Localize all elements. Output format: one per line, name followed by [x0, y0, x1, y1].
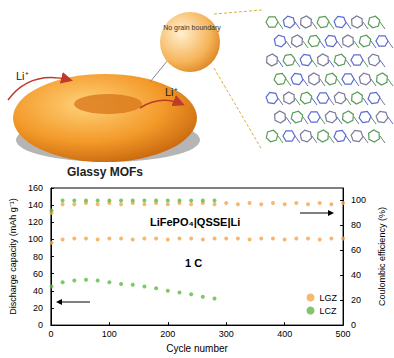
- svg-text:20: 20: [351, 295, 361, 305]
- svg-text:160: 160: [28, 183, 43, 193]
- svg-text:100: 100: [351, 195, 366, 205]
- svg-text:40: 40: [33, 286, 43, 296]
- svg-text:0: 0: [48, 329, 53, 339]
- svg-text:40: 40: [351, 270, 361, 280]
- svg-text:500: 500: [336, 329, 351, 339]
- svg-text:LGZ: LGZ: [319, 293, 337, 303]
- svg-text:Li⁺: Li⁺: [16, 70, 29, 82]
- svg-text:60: 60: [351, 245, 361, 255]
- svg-text:200: 200: [160, 329, 175, 339]
- svg-text:120: 120: [28, 217, 43, 227]
- svg-text:400: 400: [277, 329, 292, 339]
- svg-text:Coulombic efficiency (%): Coulombic efficiency (%): [377, 207, 387, 306]
- svg-text:300: 300: [219, 329, 234, 339]
- svg-text:100: 100: [28, 234, 43, 244]
- svg-text:20: 20: [33, 303, 43, 313]
- svg-text:Discharge capacity (mAh g⁻¹): Discharge capacity (mAh g⁻¹): [8, 198, 18, 315]
- svg-text:0: 0: [38, 320, 43, 330]
- svg-text:No grain boundary: No grain boundary: [163, 24, 221, 32]
- svg-text:LiFePO₄|QSSE|Li: LiFePO₄|QSSE|Li: [150, 216, 240, 228]
- svg-text:100: 100: [102, 329, 117, 339]
- svg-text:60: 60: [33, 269, 43, 279]
- svg-text:0: 0: [351, 320, 356, 330]
- svg-text:Glassy MOFs: Glassy MOFs: [67, 165, 143, 179]
- svg-text:LCZ: LCZ: [319, 306, 337, 316]
- svg-text:140: 140: [28, 200, 43, 210]
- svg-text:80: 80: [33, 252, 43, 262]
- svg-text:1 C: 1 C: [185, 257, 202, 269]
- svg-text:Li⁺: Li⁺: [165, 86, 178, 98]
- svg-text:Cycle number: Cycle number: [166, 343, 228, 354]
- svg-text:80: 80: [351, 220, 361, 230]
